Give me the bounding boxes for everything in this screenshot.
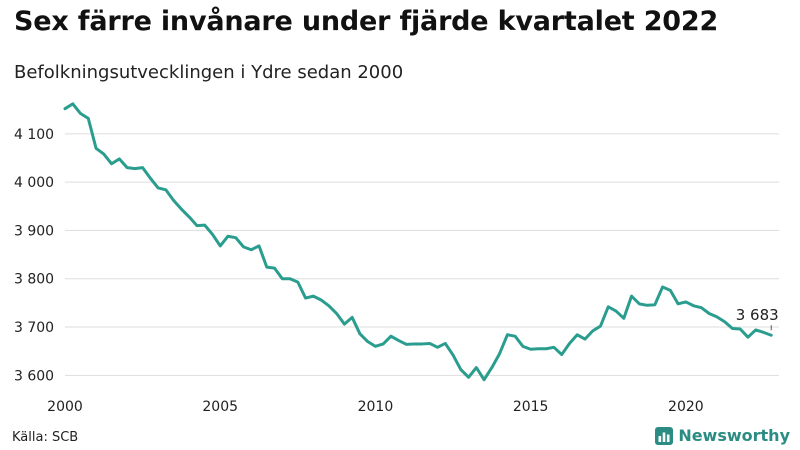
chart-title: Sex färre invånare under fjärde kvartale… <box>14 6 719 37</box>
y-tick-label: 3 700 <box>14 320 54 336</box>
y-tick-label: 3 900 <box>14 223 54 239</box>
y-axis: 3 600 3 700 3 800 3 900 4 000 4 100 <box>14 127 54 385</box>
x-tick-label: 2020 <box>668 399 704 415</box>
y-tick-label: 4 000 <box>14 175 54 191</box>
x-axis: 2000 2005 2010 2015 2020 <box>47 399 704 415</box>
brand-logo: Newsworthy <box>655 426 790 445</box>
x-tick-label: 2015 <box>513 399 549 415</box>
bar-chart-icon <box>655 426 674 445</box>
y-tick-label: 4 100 <box>14 127 54 143</box>
population-line <box>63 102 773 382</box>
x-tick-label: 2010 <box>358 399 394 415</box>
x-tick-label: 2000 <box>47 399 83 415</box>
y-tick-label: 3 600 <box>14 368 54 384</box>
source-note: Källa: SCB <box>12 430 79 445</box>
chart-subtitle: Befolkningsutvecklingen i Ydre sedan 200… <box>14 62 404 83</box>
brand-name: Newsworthy <box>678 426 790 445</box>
end-value-label: 3 683 <box>736 306 779 324</box>
gridlines <box>65 133 779 376</box>
x-tick-label: 2005 <box>202 399 238 415</box>
y-tick-label: 3 800 <box>14 272 54 288</box>
